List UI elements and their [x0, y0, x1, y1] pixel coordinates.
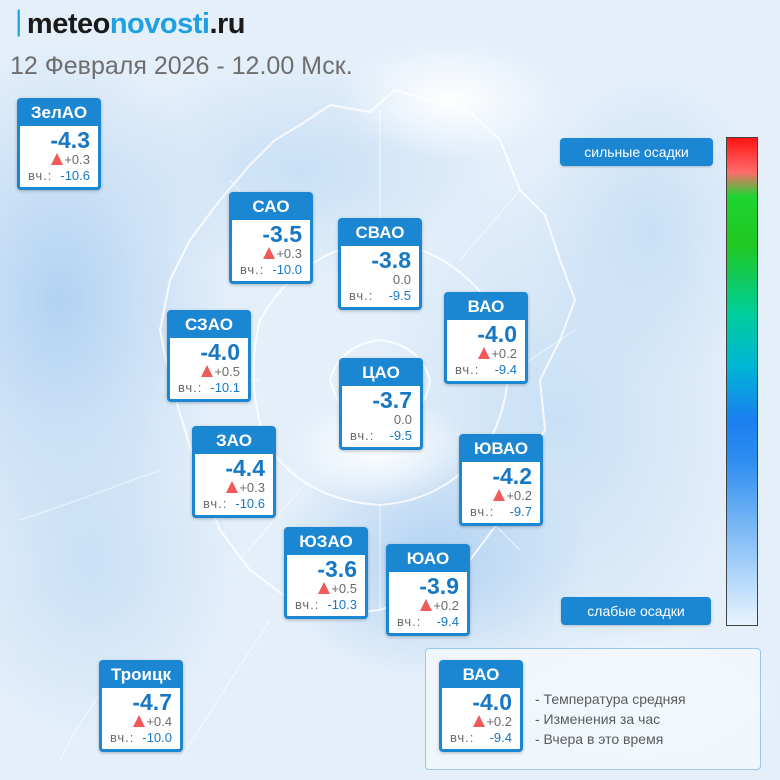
- district-card-yuvao[interactable]: ЮВАО -4.2 +0.2 вч.: -9.7: [459, 434, 543, 526]
- district-name: ЮВАО: [462, 437, 540, 462]
- district-hourly-change: +0.3: [232, 246, 310, 262]
- logo-word-domain: .ru: [209, 8, 246, 40]
- district-hourly-change: 0.0: [393, 412, 412, 427]
- trend-up-icon: [493, 489, 506, 501]
- district-hourly-change: +0.2: [447, 346, 525, 362]
- district-temperature: -4.0: [472, 689, 512, 715]
- district-yesterday: вч.: -10.0: [240, 262, 302, 277]
- trend-up-icon: [201, 365, 214, 377]
- district-temperature: -3.7: [372, 387, 412, 413]
- district-temperature: -4.0: [477, 321, 517, 347]
- district-yesterday: вч.: -9.4: [450, 730, 512, 745]
- logo-word-meteo: meteo: [26, 8, 110, 40]
- district-temperature: -4.0: [200, 339, 240, 365]
- district-temperature: -4.4: [225, 455, 265, 481]
- trend-up-icon: [226, 481, 239, 493]
- trend-up-icon: [473, 715, 486, 727]
- scale-label-light: слабые осадки: [561, 597, 711, 625]
- legend-line-yesterday: - Вчера в это время: [535, 731, 664, 747]
- district-name: ВАО: [447, 295, 525, 320]
- legend-line-temperature: - Температура средняя: [535, 691, 686, 707]
- district-yesterday: вч.: -10.0: [110, 730, 172, 745]
- district-yesterday: вч.: -10.1: [178, 380, 240, 395]
- forecast-datetime: 12 Февраля 2026 - 12.00 Мск.: [10, 52, 353, 80]
- district-temperature: -4.3: [50, 127, 90, 153]
- district-hourly-change: +0.3: [195, 480, 273, 496]
- district-card-yuao[interactable]: ЮАО -3.9 +0.2 вч.: -9.4: [386, 544, 470, 636]
- district-temperature: -3.6: [317, 556, 357, 582]
- district-card-cao[interactable]: ЦАО -3.7 0.0 вч.: -9.5: [339, 358, 423, 450]
- district-temperature: -3.5: [262, 221, 302, 247]
- district-name: ЦАО: [342, 361, 420, 386]
- district-yesterday: вч.: -9.4: [455, 362, 517, 377]
- legend-line-change: - Изменения за час: [535, 711, 661, 727]
- district-temperature: -4.7: [132, 689, 172, 715]
- district-hourly-change: +0.3: [20, 152, 98, 168]
- site-logo[interactable]: ᛁmeteonovosti.ru: [10, 6, 246, 42]
- district-temperature: -4.2: [492, 463, 532, 489]
- district-name: СЗАО: [170, 313, 248, 338]
- district-hourly-change: +0.2: [389, 598, 467, 614]
- trend-up-icon: [478, 347, 491, 359]
- scale-label-heavy: сильные осадки: [560, 138, 713, 166]
- district-card-yuzao[interactable]: ЮЗАО -3.6 +0.5 вч.: -10.3: [284, 527, 368, 619]
- district-yesterday: вч.: -10.6: [203, 496, 265, 511]
- district-hourly-change: 0.0: [392, 272, 411, 287]
- trend-up-icon: [51, 153, 64, 165]
- trend-up-icon: [318, 582, 331, 594]
- district-card-zelao[interactable]: ЗелАО -4.3 +0.3 вч.: -10.6: [17, 98, 101, 190]
- logo-mark-icon: ᛁ: [10, 8, 27, 40]
- district-name: ЗАО: [195, 429, 273, 454]
- district-hourly-change: +0.5: [170, 364, 248, 380]
- trend-up-icon: [263, 247, 276, 259]
- precipitation-scale-bar: [726, 137, 758, 626]
- logo-word-novosti: novosti: [109, 8, 210, 40]
- district-yesterday: вч.: -10.3: [295, 597, 357, 612]
- district-temperature: -3.8: [371, 247, 411, 273]
- trend-up-icon: [133, 715, 146, 727]
- district-name: ЮАО: [389, 547, 467, 572]
- district-yesterday: вч.: -9.5: [350, 428, 412, 443]
- district-name: ВАО: [442, 663, 520, 688]
- district-card-svao[interactable]: СВАО -3.8 0.0 вч.: -9.5: [338, 218, 422, 310]
- district-yesterday: вч.: -9.4: [397, 614, 459, 629]
- district-name: СВАО: [341, 221, 419, 246]
- legend-descriptions: - Температура средняя - Изменения за час…: [535, 689, 686, 749]
- district-yesterday: вч.: -9.7: [470, 504, 532, 519]
- district-name: ЮЗАО: [287, 530, 365, 555]
- district-name: Троицк: [102, 663, 180, 688]
- district-card-zao[interactable]: ЗАО -4.4 +0.3 вч.: -10.6: [192, 426, 276, 518]
- legend-panel: ВАО -4.0 +0.2 вч.: -9.4 - Температура сре…: [425, 648, 761, 770]
- district-hourly-change: +0.2: [462, 488, 540, 504]
- district-yesterday: вч.: -10.6: [28, 168, 90, 183]
- district-card-sao[interactable]: САО -3.5 +0.3 вч.: -10.0: [229, 192, 313, 284]
- district-card-vao[interactable]: ВАО -4.0 +0.2 вч.: -9.4: [444, 292, 528, 384]
- legend-sample-card: ВАО -4.0 +0.2 вч.: -9.4: [439, 660, 523, 752]
- district-name: САО: [232, 195, 310, 220]
- district-card-szao[interactable]: СЗАО -4.0 +0.5 вч.: -10.1: [167, 310, 251, 402]
- district-yesterday: вч.: -9.5: [349, 288, 411, 303]
- district-card-troitsk[interactable]: Троицк -4.7 +0.4 вч.: -10.0: [99, 660, 183, 752]
- trend-up-icon: [420, 599, 433, 611]
- district-name: ЗелАО: [20, 101, 98, 126]
- district-temperature: -3.9: [419, 573, 459, 599]
- district-hourly-change: +0.2: [442, 714, 520, 730]
- district-hourly-change: +0.5: [287, 581, 365, 597]
- district-hourly-change: +0.4: [102, 714, 180, 730]
